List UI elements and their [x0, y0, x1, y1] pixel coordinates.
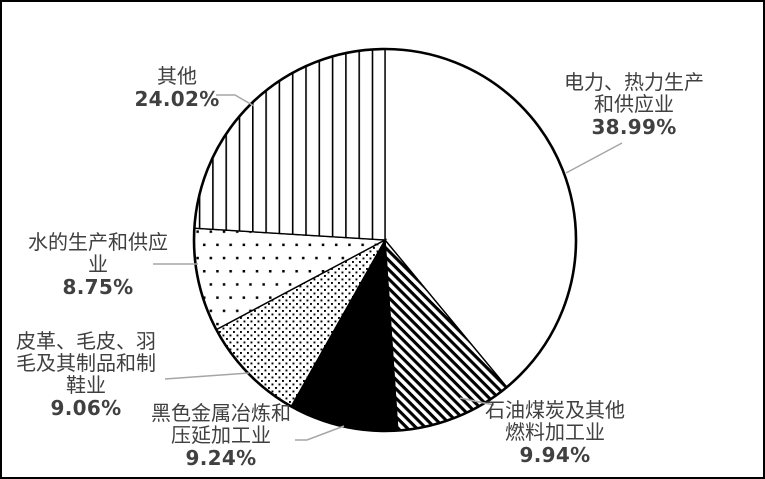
label-line: 石油煤炭及其他: [485, 400, 625, 422]
label-line: 业: [88, 254, 108, 276]
label-line: 和供应业: [594, 94, 674, 116]
label-ferrous-metal: 黑色金属冶炼和 压延加工业 9.24%: [141, 403, 301, 469]
label-line: 燃料加工业: [505, 422, 605, 444]
label-percent: 9.94%: [519, 443, 591, 467]
label-leather-fur: 皮革、毛皮、羽 毛及其制品和制 鞋业 9.06%: [6, 331, 166, 419]
leader-line-qita: [216, 94, 255, 107]
label-line: 黑色金属冶炼和: [151, 403, 291, 425]
label-line: 电力、热力生产: [564, 72, 704, 94]
leader-line-dianli: [565, 142, 623, 174]
label-other: 其他 24.02%: [97, 66, 257, 110]
label-petroleum-coal: 石油煤炭及其他 燃料加工业 9.94%: [475, 400, 635, 466]
label-percent: 9.24%: [185, 446, 257, 470]
label-line: 毛及其制品和制: [16, 353, 156, 375]
leader-line-shiyou: [459, 397, 495, 406]
leader-lines-group: [153, 94, 623, 441]
label-percent: 38.99%: [591, 115, 677, 139]
label-line: 鞋业: [66, 375, 106, 397]
pie-slices-group: [193, 48, 577, 432]
label-percent: 8.75%: [62, 275, 134, 299]
label-line: 水的生产和供应: [28, 232, 168, 254]
leader-line-pige: [164, 372, 250, 380]
label-percent: 9.06%: [50, 396, 122, 420]
pie-outline: [192, 47, 578, 433]
label-water-supply: 水的生产和供应 业 8.75%: [18, 232, 178, 298]
label-percent: 24.02%: [134, 87, 220, 111]
label-line: 其他: [157, 66, 197, 88]
leader-line-heise: [295, 425, 345, 441]
label-line: 皮革、毛皮、羽: [16, 331, 156, 353]
label-line: 压延加工业: [171, 425, 271, 447]
label-electricity-heat: 电力、热力生产 和供应业 38.99%: [554, 72, 714, 138]
